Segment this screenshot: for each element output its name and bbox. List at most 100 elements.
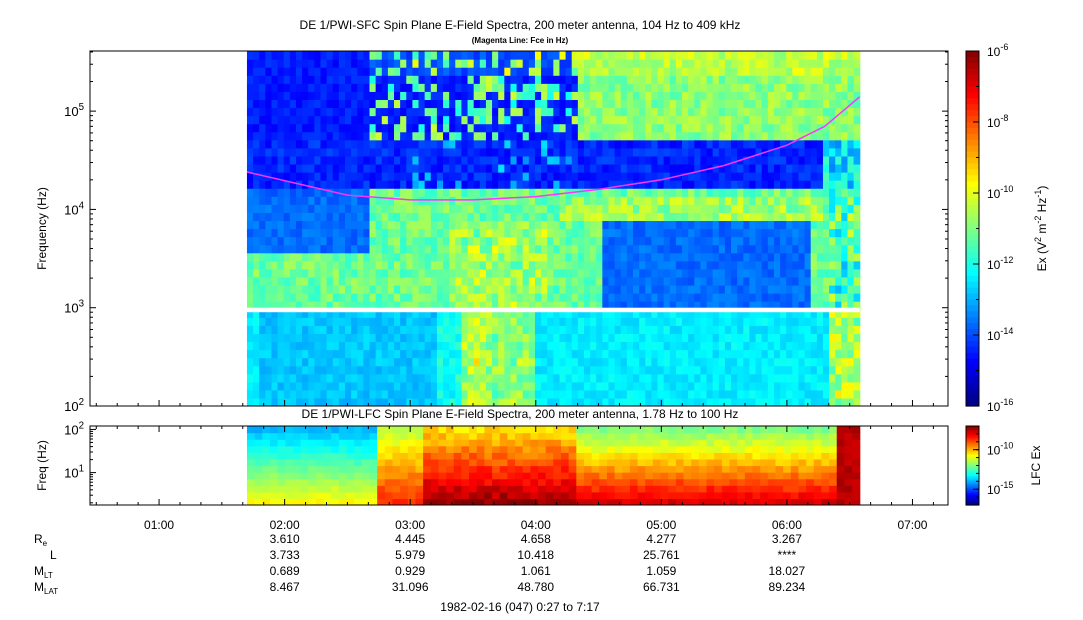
sfc-cell xyxy=(626,163,634,173)
sfc-cell xyxy=(559,59,567,68)
sfc-cell xyxy=(498,301,505,310)
sfc-cell xyxy=(559,236,567,246)
sfc-cell xyxy=(277,244,285,254)
sfc-cell xyxy=(835,91,842,101)
sfc-cell xyxy=(430,204,438,213)
sfc-cell xyxy=(804,107,812,117)
sfc-cell xyxy=(675,373,683,383)
sfc-cell xyxy=(737,260,744,270)
sfc-cell xyxy=(326,252,334,262)
sfc-cell xyxy=(283,236,291,246)
sfc-cell xyxy=(363,284,371,294)
sfc-cell xyxy=(688,389,695,399)
lfc-cell xyxy=(461,485,470,493)
sfc-cell xyxy=(406,228,414,238)
sfc-cell xyxy=(737,147,744,157)
sfc-cell xyxy=(577,196,585,205)
sfc-cell xyxy=(345,59,352,68)
sfc-cell xyxy=(443,67,450,76)
sfc-cell xyxy=(675,276,683,286)
sfc-cell xyxy=(528,139,536,149)
sfc-cell xyxy=(792,172,800,181)
lfc-cell xyxy=(438,432,447,440)
sfc-cell xyxy=(614,51,622,60)
sfc-cell xyxy=(320,196,328,205)
sfc-cell xyxy=(651,99,659,109)
sfc-cell xyxy=(253,228,260,238)
sfc-cell xyxy=(412,317,420,326)
sfc-cell xyxy=(780,341,787,351)
sfc-cell xyxy=(498,67,505,76)
sfc-cell xyxy=(706,115,714,125)
sfc-cell xyxy=(449,373,456,383)
sfc-cell xyxy=(571,293,579,302)
sfc-cell xyxy=(651,196,659,205)
sfc-cell xyxy=(706,123,714,133)
sfc-cell xyxy=(571,333,579,343)
sfc-cell xyxy=(449,99,456,109)
sfc-cell xyxy=(822,139,830,149)
sfc-cell xyxy=(639,381,646,391)
sfc-cell xyxy=(246,276,254,286)
sfc-cell xyxy=(780,123,787,133)
sfc-cell xyxy=(712,236,720,246)
sfc-cell xyxy=(406,309,414,318)
lfc-cell xyxy=(438,465,447,473)
sfc-cell xyxy=(657,252,665,262)
sfc-cell xyxy=(553,123,561,133)
sfc-cell xyxy=(265,67,273,76)
sfc-cell xyxy=(688,349,695,359)
lfc-cell xyxy=(484,478,493,486)
sfc-cell xyxy=(314,268,322,278)
sfc-cell xyxy=(565,341,573,351)
sfc-cell xyxy=(798,155,806,165)
sfc-cell xyxy=(522,212,530,222)
sfc-cell xyxy=(473,123,481,133)
sfc-cell xyxy=(253,252,260,262)
lfc-cell xyxy=(384,458,394,467)
sfc-cell xyxy=(804,341,812,351)
sfc-cell xyxy=(461,341,469,351)
sfc-cell xyxy=(271,333,279,343)
sfc-cell xyxy=(302,91,309,101)
sfc-cell xyxy=(767,333,775,343)
sfc-cell xyxy=(412,67,420,76)
sfc-cell xyxy=(308,244,315,254)
sfc-cell xyxy=(332,115,340,125)
sfc-cell xyxy=(712,115,720,125)
sfc-cell xyxy=(265,212,273,222)
lfc-cell xyxy=(484,498,493,505)
sfc-cell xyxy=(357,123,364,133)
sfc-cell xyxy=(755,123,763,133)
sfc-cell xyxy=(755,228,763,238)
sfc-cell xyxy=(516,75,524,84)
sfc-cell xyxy=(633,268,640,278)
sfc-cell xyxy=(430,333,438,343)
sfc-cell xyxy=(700,123,708,133)
sfc-cell xyxy=(516,341,524,351)
sfc-cell xyxy=(712,276,720,286)
sfc-cell xyxy=(841,99,849,109)
sfc-cell xyxy=(700,115,708,125)
sfc-cell xyxy=(645,163,652,173)
sfc-cell xyxy=(767,381,775,391)
sfc-cell xyxy=(718,301,726,310)
sfc-cell xyxy=(755,155,763,165)
sfc-cell xyxy=(804,309,812,318)
sfc-cell xyxy=(682,91,689,101)
sfc-cell xyxy=(430,397,438,406)
sfc-cell xyxy=(479,341,487,351)
lfc-cell xyxy=(400,458,409,467)
sfc-cell xyxy=(663,220,671,230)
sfc-cell xyxy=(651,284,659,294)
sfc-cell xyxy=(320,115,328,125)
lfc-cell xyxy=(292,485,302,493)
sfc-cell xyxy=(369,123,377,133)
sfc-cell xyxy=(547,91,554,101)
sfc-cell xyxy=(700,212,708,222)
sfc-cell xyxy=(614,196,622,205)
sfc-cell xyxy=(596,220,603,230)
sfc-cell xyxy=(424,357,432,367)
sfc-cell xyxy=(743,204,751,213)
sfc-cell xyxy=(541,59,548,68)
